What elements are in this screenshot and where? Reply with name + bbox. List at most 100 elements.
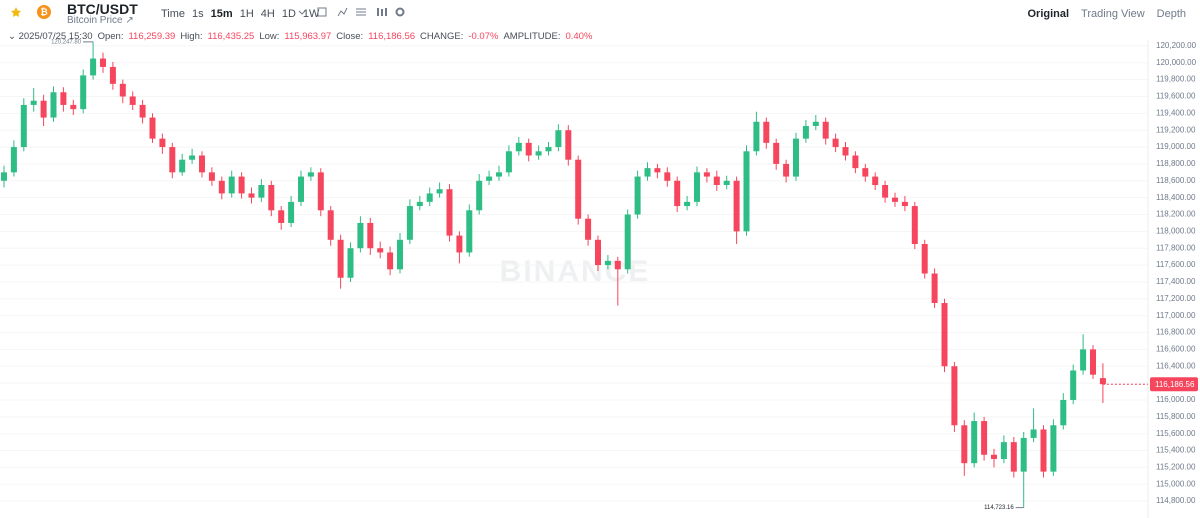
candle-body bbox=[793, 138, 799, 177]
candle-body bbox=[535, 151, 542, 156]
views: Original Trading View Depth bbox=[1027, 8, 1186, 20]
candle-body bbox=[139, 104, 146, 118]
candle-body bbox=[505, 151, 512, 173]
candle-body bbox=[941, 303, 948, 367]
candle-body bbox=[713, 176, 720, 186]
candle-body bbox=[189, 155, 196, 160]
candle-body bbox=[674, 180, 681, 207]
candle-body bbox=[901, 201, 908, 207]
info-date: ⌄ 2025/07/25 15:30 bbox=[8, 31, 93, 42]
candle-body bbox=[802, 125, 809, 139]
view-tab[interactable]: Depth bbox=[1156, 8, 1186, 20]
candle-body bbox=[971, 421, 978, 464]
candle-body bbox=[367, 222, 374, 249]
candle-body bbox=[208, 172, 215, 181]
y-tick-label: 117,400.00 bbox=[1156, 277, 1196, 286]
candle-body bbox=[476, 180, 483, 211]
candle-body bbox=[466, 210, 473, 253]
candle-body bbox=[1080, 349, 1087, 371]
interval[interactable]: 1D bbox=[281, 8, 296, 20]
candle-body bbox=[1010, 442, 1017, 472]
candle-body bbox=[872, 176, 879, 186]
candle-body bbox=[525, 142, 532, 156]
candle-body bbox=[218, 180, 225, 194]
y-tick-label: 118,000.00 bbox=[1156, 226, 1196, 235]
subtitle[interactable]: Bitcoin Price ↗ bbox=[67, 15, 134, 26]
candle-body bbox=[109, 66, 116, 84]
candle-body bbox=[298, 176, 304, 202]
candle-body bbox=[357, 222, 364, 249]
candle-body bbox=[446, 189, 453, 236]
y-tick-label: 116,800.00 bbox=[1156, 328, 1196, 337]
interval[interactable]: 1W bbox=[302, 8, 320, 20]
interval[interactable]: 4H bbox=[260, 8, 275, 20]
candle-body bbox=[1099, 378, 1106, 385]
y-tick-label: 118,600.00 bbox=[1156, 176, 1196, 185]
candle-body bbox=[892, 197, 898, 202]
date: 2025/07/25 15:30 bbox=[18, 31, 93, 42]
candle-body bbox=[327, 210, 334, 240]
candle-body bbox=[991, 454, 997, 459]
view-tab[interactable]: Original bbox=[1027, 8, 1070, 20]
candle-body bbox=[436, 189, 443, 194]
y-tick-label: 119,000.00 bbox=[1156, 142, 1196, 151]
y-tick-label: 117,600.00 bbox=[1156, 260, 1196, 269]
candle-body bbox=[812, 121, 819, 126]
candle-body bbox=[317, 172, 324, 211]
candle-body bbox=[1090, 349, 1096, 375]
candle-body bbox=[90, 58, 97, 76]
candle-body bbox=[1030, 429, 1037, 438]
y-tick-label: 117,800.00 bbox=[1156, 243, 1196, 252]
svg-text:₿: ₿ bbox=[40, 7, 47, 17]
candle-body bbox=[278, 210, 285, 223]
candle-body bbox=[634, 176, 641, 215]
y-tick-label: 120,000.00 bbox=[1156, 58, 1197, 67]
y-tick-label: 119,600.00 bbox=[1156, 92, 1196, 101]
last-price-label: 116,186.56 bbox=[1155, 380, 1195, 389]
candle-body bbox=[268, 185, 275, 211]
candle-body bbox=[456, 235, 463, 253]
candle-body bbox=[1020, 437, 1027, 472]
candle-body bbox=[911, 206, 918, 245]
candle-body bbox=[387, 252, 394, 270]
interval[interactable]: 1s bbox=[192, 8, 204, 20]
interval[interactable]: 1H bbox=[239, 8, 254, 20]
pair[interactable]: BTC/USDT bbox=[67, 1, 138, 17]
candle-body bbox=[575, 159, 582, 219]
y-tick-label: 115,200.00 bbox=[1156, 463, 1196, 472]
candle-body bbox=[238, 176, 245, 194]
candle-body bbox=[149, 117, 156, 139]
interval[interactable]: Time bbox=[161, 8, 186, 20]
candle-body bbox=[70, 104, 77, 110]
candle-body bbox=[565, 130, 572, 160]
candle-body bbox=[199, 155, 205, 173]
y-tick-label: 118,400.00 bbox=[1156, 193, 1196, 202]
candle-body bbox=[723, 180, 730, 186]
ohlc-info: ⌄ 2025/07/25 15:30 Open: 116,259.39 High: 11… bbox=[8, 31, 592, 42]
y-tick-label: 115,000.00 bbox=[1156, 479, 1196, 488]
candle-body bbox=[337, 239, 344, 278]
interval[interactable]: 15m bbox=[210, 8, 233, 20]
icons: ₿ bbox=[11, 5, 51, 19]
candle-body bbox=[931, 273, 938, 304]
info-value: 116,186.56 bbox=[368, 31, 416, 42]
candle-body bbox=[377, 248, 384, 253]
info-label: CHANGE: bbox=[420, 31, 464, 42]
candle-body bbox=[951, 366, 958, 426]
info-label: Close: bbox=[336, 31, 364, 42]
candle-body bbox=[397, 239, 403, 270]
candle-body bbox=[1070, 370, 1077, 400]
y-tick-label: 116,000.00 bbox=[1156, 395, 1196, 404]
info-label: AMPLITUDE: bbox=[503, 31, 561, 42]
candle-body bbox=[20, 104, 27, 148]
y-tick-label: 115,800.00 bbox=[1156, 412, 1196, 421]
candle-body bbox=[763, 121, 770, 143]
view-tab[interactable]: Trading View bbox=[1081, 8, 1145, 20]
candle-body bbox=[1000, 442, 1007, 459]
candle-body bbox=[664, 172, 671, 181]
candle-body bbox=[585, 218, 592, 240]
candle-body bbox=[694, 172, 700, 202]
candle-body bbox=[129, 96, 136, 105]
candle-body bbox=[921, 244, 928, 274]
